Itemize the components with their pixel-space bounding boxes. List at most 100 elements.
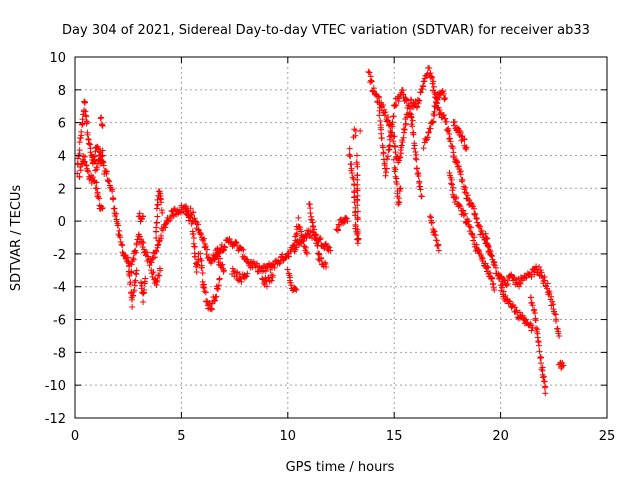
x-tick-label: 20 xyxy=(492,429,509,444)
data-point xyxy=(386,136,393,143)
data-point xyxy=(153,234,160,241)
data-point xyxy=(86,140,93,147)
data-point xyxy=(396,157,403,164)
data-point xyxy=(85,168,92,175)
data-point xyxy=(395,198,402,205)
data-point xyxy=(191,215,198,222)
data-point xyxy=(215,282,222,289)
data-point xyxy=(443,118,450,125)
data-point xyxy=(461,136,468,143)
data-point xyxy=(400,134,407,141)
data-point xyxy=(378,135,385,142)
data-point xyxy=(263,283,270,290)
data-point xyxy=(190,235,197,242)
x-tick-label: 0 xyxy=(71,429,79,444)
x-axis-label: GPS time / hours xyxy=(286,460,395,475)
data-point xyxy=(387,129,394,136)
data-point xyxy=(303,250,310,257)
data-point xyxy=(132,249,139,256)
data-point xyxy=(99,122,106,129)
data-point xyxy=(153,219,160,226)
data-point xyxy=(187,214,194,221)
data-point xyxy=(115,222,122,229)
data-point xyxy=(430,83,437,90)
data-point xyxy=(154,196,161,203)
data-point xyxy=(77,163,84,170)
data-point xyxy=(156,272,163,279)
data-point xyxy=(450,184,457,191)
data-point xyxy=(493,264,500,271)
data-point xyxy=(197,230,204,237)
data-point xyxy=(150,269,157,276)
data-point xyxy=(219,261,226,268)
data-point xyxy=(405,102,412,109)
data-point xyxy=(77,134,84,141)
data-point xyxy=(189,218,196,225)
data-point xyxy=(560,362,567,369)
tick-labels: 0 5 10 15 20 25 -12 -10 -8 -6 -4 -2 0 2 4 6 8 10 xyxy=(45,51,616,444)
data-point xyxy=(299,232,306,239)
data-point xyxy=(451,118,458,125)
data-point xyxy=(427,125,434,132)
data-point xyxy=(91,158,98,165)
data-point xyxy=(401,126,408,133)
data-point xyxy=(109,188,116,195)
data-point xyxy=(390,113,397,120)
data-point xyxy=(470,237,477,244)
data-point xyxy=(154,213,161,220)
data-point xyxy=(243,273,250,280)
data-point xyxy=(380,102,387,109)
data-point xyxy=(193,269,200,276)
data-point xyxy=(354,226,361,233)
data-point xyxy=(427,213,434,220)
data-point xyxy=(398,142,405,149)
data-point xyxy=(209,300,216,307)
data-point xyxy=(244,270,251,277)
data-point xyxy=(390,138,397,145)
data-point xyxy=(93,185,100,192)
data-point xyxy=(462,210,469,217)
x-tick-label: 25 xyxy=(599,429,616,444)
data-point xyxy=(206,299,213,306)
data-point xyxy=(532,317,539,324)
data-point xyxy=(498,287,505,294)
data-point xyxy=(442,95,449,102)
data-point xyxy=(97,115,104,122)
data-point xyxy=(486,250,493,257)
data-point xyxy=(132,277,139,284)
data-point xyxy=(428,219,435,226)
data-point xyxy=(186,213,193,220)
data-point xyxy=(203,251,210,258)
data-point xyxy=(316,251,323,258)
data-point xyxy=(334,227,341,234)
data-point xyxy=(460,207,467,214)
data-point xyxy=(190,209,197,216)
data-point xyxy=(484,263,491,270)
data-point xyxy=(215,259,222,266)
data-point xyxy=(426,65,433,72)
data-point xyxy=(159,209,166,216)
data-point xyxy=(491,287,498,294)
data-point xyxy=(133,267,140,274)
data-point xyxy=(430,118,437,125)
data-point xyxy=(76,139,83,146)
data-point xyxy=(491,262,498,269)
data-point xyxy=(232,238,239,245)
data-point xyxy=(416,97,423,104)
data-point xyxy=(220,247,227,254)
data-point xyxy=(212,247,219,254)
data-point xyxy=(499,284,506,291)
data-point xyxy=(85,136,92,143)
data-point xyxy=(449,181,456,188)
data-point xyxy=(434,242,441,249)
data-point xyxy=(354,163,361,170)
data-point xyxy=(366,69,373,76)
data-point xyxy=(532,310,539,317)
data-point xyxy=(375,93,382,100)
data-point xyxy=(460,183,467,190)
y-tick-label: -4 xyxy=(53,281,66,296)
data-point xyxy=(140,298,147,305)
data-point xyxy=(460,135,467,142)
data-point xyxy=(293,287,300,294)
data-point xyxy=(217,255,224,262)
